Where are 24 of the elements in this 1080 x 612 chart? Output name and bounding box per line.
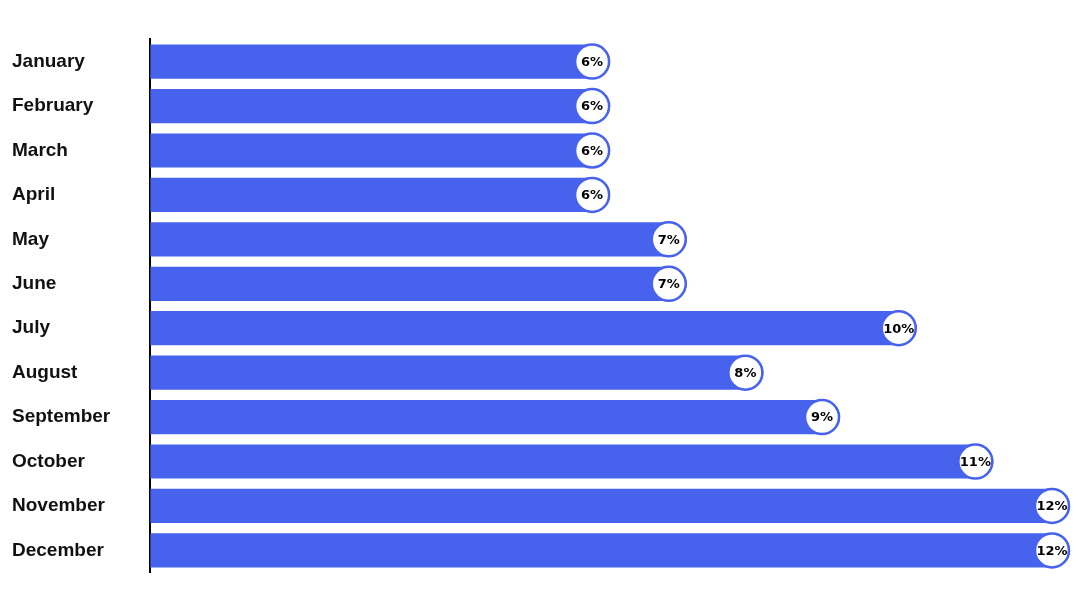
y-tick-label: February [12, 94, 94, 116]
y-tick-label: December [12, 538, 105, 560]
data-label: 12% [1036, 542, 1068, 558]
y-tick-label: September [12, 405, 111, 427]
y-tick-label: October [12, 449, 86, 471]
data-label: 8% [734, 365, 757, 381]
y-tick-label: April [12, 183, 56, 205]
y-tick-label: June [12, 272, 57, 294]
data-label: 11% [959, 453, 991, 469]
y-tick-label: January [12, 49, 86, 71]
data-label: 10% [883, 320, 915, 336]
y-tick-label: August [12, 360, 79, 382]
data-label: 6% [581, 142, 604, 158]
data-label: 7% [657, 231, 680, 247]
y-tick-label: July [12, 316, 51, 338]
data-label: 6% [581, 53, 604, 69]
data-label: 6% [581, 187, 604, 203]
data-label: 9% [811, 409, 834, 425]
data-label: 7% [657, 276, 680, 292]
data-label: 6% [581, 98, 604, 114]
y-tick-label: May [12, 227, 50, 249]
data-label: 12% [1036, 498, 1068, 514]
y-tick-label: March [12, 138, 68, 160]
y-tick-label: November [12, 494, 106, 516]
